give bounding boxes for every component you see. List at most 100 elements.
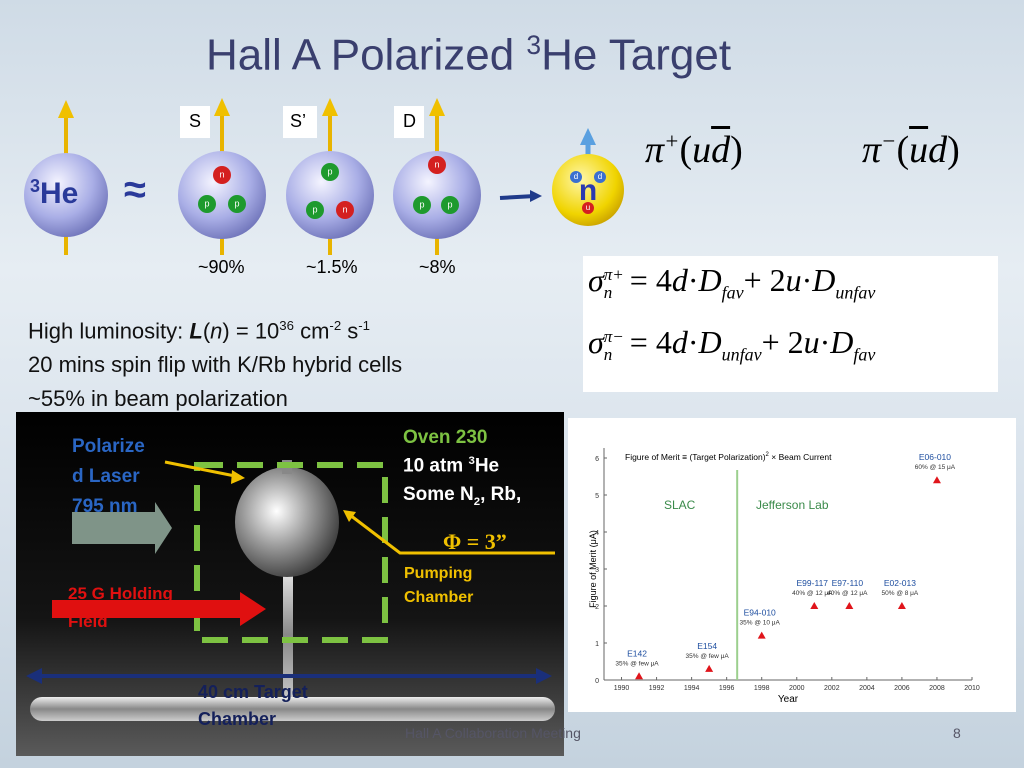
pressure-label: 10 atm 3He — [403, 455, 499, 477]
target-label: 40 cm Target Chamber — [198, 679, 308, 733]
point-label: E97-110 — [832, 578, 864, 588]
x-tick-label: 1990 — [614, 685, 630, 692]
point-note: 50% @ 8 μA — [882, 590, 919, 597]
sigma: σ — [588, 262, 604, 298]
y-axis-label: Figure of Merit (μA) — [588, 530, 598, 608]
footer-text: Hall A Collaboration Meeting — [405, 725, 581, 741]
text: d Laser — [72, 466, 140, 487]
scripts: π+ n — [603, 264, 624, 302]
subscript: n — [603, 344, 613, 364]
text: Some N — [403, 484, 474, 505]
superscript: π− — [603, 326, 624, 346]
x-tick-label: 2004 — [859, 685, 875, 692]
equation-term: u — [803, 324, 820, 360]
text: 40 cm Target — [198, 682, 308, 702]
point-note: 40% @ 12 μA — [792, 590, 833, 597]
helium-sphere — [24, 100, 108, 255]
point-label: E94-010 — [744, 608, 776, 618]
pumping-label: Pumping Chamber — [404, 562, 473, 610]
equation-term: = 4 — [629, 262, 672, 298]
sup: -2 — [329, 318, 342, 333]
equation-term: d — [671, 262, 688, 298]
equation: σ π− n = 4d·Dunfav+ 2u·Dfav — [588, 324, 875, 365]
y-tick-label: 1 — [595, 641, 599, 648]
pion-charge: + — [664, 128, 680, 154]
page-number: 8 — [953, 725, 961, 741]
state-spheres — [178, 98, 481, 255]
point-label: E02-013 — [884, 578, 916, 588]
text: Polarize — [72, 436, 145, 457]
x-tick-label: 2000 — [789, 685, 805, 692]
helium-sup: 3 — [30, 176, 41, 196]
superscript: π+ — [603, 264, 624, 284]
x-tick-label: 2006 — [894, 685, 910, 692]
title-text: He Target — [541, 30, 732, 80]
point — [845, 602, 854, 609]
sup: 3 — [468, 455, 475, 467]
state-fraction: ~1.5% — [306, 257, 358, 277]
text: L — [189, 318, 203, 344]
slide-title: Hall A Polarized 3He Target — [206, 30, 731, 81]
equation-term: unfav — [835, 282, 876, 303]
title-sup: 3 — [526, 30, 542, 60]
text: , Rb, — [480, 484, 522, 505]
text: 795 nm — [72, 496, 138, 517]
paren: ( — [679, 129, 693, 171]
equation-term: D — [830, 324, 854, 360]
pion-symbol: π — [645, 129, 665, 171]
laser-label: Polarize d Laser 795 nm — [72, 432, 145, 522]
x-tick-label: 2002 — [824, 685, 840, 692]
point — [810, 602, 819, 609]
point-note: 35% @ few μA — [615, 660, 659, 667]
sub: 2 — [473, 495, 481, 508]
y-tick-label: 5 — [595, 493, 599, 500]
point-note: 60% @ 15 μA — [915, 464, 956, 471]
bullets: High luminosity: L(n) = 1036 cm-2 s-1 20… — [28, 309, 402, 416]
equation-box — [583, 256, 998, 392]
equation-term: u — [785, 262, 802, 298]
equation-term: D — [698, 324, 722, 360]
text: High luminosity: — [28, 318, 190, 344]
equation-term: · — [687, 324, 699, 360]
equation-term: d — [671, 324, 688, 360]
point — [705, 664, 714, 672]
x-tick-label: 1998 — [754, 685, 770, 692]
title-part: × Beam Current — [769, 452, 832, 462]
point-label: E142 — [627, 648, 647, 658]
neutron-sphere — [499, 128, 624, 226]
equation-term: D — [698, 262, 722, 298]
text: ( — [202, 318, 211, 344]
text: s — [341, 318, 359, 344]
antiquark: u — [909, 129, 929, 171]
equation-term: fav — [853, 344, 876, 365]
state-label: S’ — [290, 111, 307, 131]
equation-term: fav — [721, 282, 744, 303]
bullet: 20 mins spin flip with K/Rb hybrid cells — [28, 352, 403, 378]
text: n — [210, 318, 223, 344]
equation-term: + 2 — [761, 324, 804, 360]
point-label: E99-117 — [797, 578, 829, 588]
state-label: D — [403, 111, 416, 131]
point — [932, 476, 941, 484]
sup: 36 — [279, 318, 294, 333]
equation-term: · — [687, 262, 699, 298]
x-tick-label: 1992 — [649, 685, 665, 692]
text: cm — [293, 318, 330, 344]
point-label: E06-010 — [919, 452, 951, 462]
pion-plus: π+(ud) — [645, 128, 743, 172]
approx-sign: ≈ — [124, 168, 146, 212]
equation-term: unfav — [721, 344, 762, 365]
point — [897, 602, 906, 609]
state-fraction: ~90% — [198, 257, 245, 277]
antiquark: d — [711, 129, 731, 171]
helium-text: He — [40, 177, 79, 210]
bullet: ~55% in beam polarization — [28, 386, 288, 412]
y-tick-label: 6 — [595, 456, 599, 463]
pion-minus: π−(ud) — [862, 128, 960, 172]
chart: 1990 1992 1994 1996 1998 2000 2002 2004 2006 2008… — [588, 448, 980, 705]
equation: σ π+ n = 4d·Dfav+ 2u·Dunfav — [588, 262, 875, 303]
text: Chamber — [198, 709, 277, 729]
bullet: High luminosity: L(n) = 1036 cm-2 s-1 — [28, 309, 402, 348]
